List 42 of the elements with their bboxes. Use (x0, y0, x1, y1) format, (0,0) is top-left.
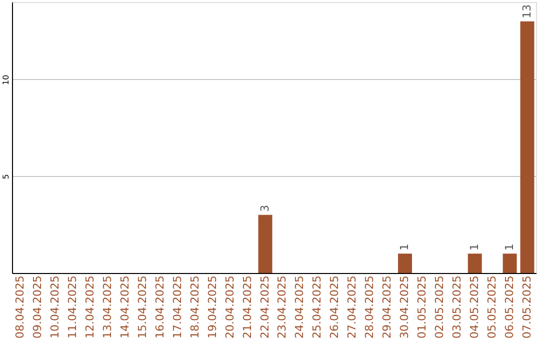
bar (398, 254, 412, 273)
x-tick-label: 30.04.2025 (398, 276, 411, 338)
x-tick-label: 20.04.2025 (223, 276, 236, 338)
x-tick-label: 17.04.2025 (170, 276, 184, 338)
data-label: 3 (258, 204, 272, 212)
x-tick-label: 09.04.2025 (31, 276, 44, 338)
x-tick-label: 13.04.2025 (101, 276, 114, 338)
x-tick-label: 15.04.2025 (136, 276, 149, 338)
x-tick-label: 16.04.2025 (153, 276, 166, 338)
data-label: 1 (398, 244, 411, 251)
x-tick-label: 18.04.2025 (188, 276, 202, 338)
x-tick-label: 10.04.2025 (48, 276, 62, 338)
x-tick-label: 29.04.2025 (380, 276, 394, 338)
bar (258, 214, 272, 273)
x-tick-label: 05.05.2025 (485, 276, 498, 338)
x-tick-label: 03.05.2025 (450, 276, 464, 338)
x-tick-label: 23.04.2025 (276, 276, 289, 338)
x-tick-label: 19.04.2025 (206, 276, 219, 338)
x-tick-label: 06.05.2025 (502, 276, 516, 338)
y-tick-label: 10 (2, 74, 10, 86)
x-tick-label: 26.04.2025 (328, 276, 342, 338)
bar (468, 254, 482, 273)
x-tick-label: 21.04.2025 (240, 276, 254, 338)
x-tick-label: 11.04.2025 (66, 276, 80, 338)
y-tick-label: 5 (2, 174, 10, 180)
data-label: 1 (502, 244, 516, 251)
x-tick-label: 27.04.2025 (346, 276, 359, 338)
x-tick-label: 24.04.2025 (293, 276, 306, 338)
x-tick-label: 08.04.2025 (14, 276, 27, 338)
data-label: 1 (468, 244, 481, 251)
x-tick-label: 25.04.2025 (310, 276, 324, 338)
x-tick-label: 22.04.2025 (258, 276, 272, 338)
x-tick-label: 07.05.2025 (520, 276, 534, 338)
x-tick-label: 14.04.2025 (118, 276, 132, 338)
x-tick-label: 02.05.2025 (432, 276, 446, 338)
x-tick-label: 28.04.2025 (363, 276, 376, 338)
data-label: 13 (520, 4, 534, 18)
bar (520, 21, 534, 273)
x-tick-label: 04.05.2025 (468, 276, 481, 338)
x-tick-label: 12.04.2025 (84, 276, 97, 338)
x-tick-label: 01.05.2025 (415, 276, 428, 338)
bar (502, 254, 517, 273)
